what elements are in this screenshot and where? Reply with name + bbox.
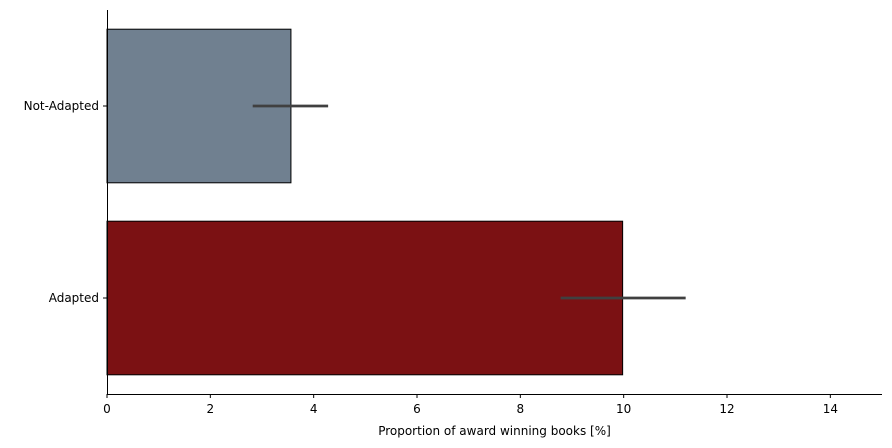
bars-group [106,28,624,376]
x-tick-label-14: 14 [823,402,838,416]
x-tick-label-2: 2 [207,402,215,416]
x-axis-label: Proportion of award winning books [%] [378,424,611,438]
x-ticks-group: 0 2 4 6 8 10 12 14 [103,394,838,416]
x-tick-label-0: 0 [103,402,111,416]
y-category-label-adapted: Adapted [49,291,99,305]
y-category-label-not-adapted: Not-Adapted [24,99,99,113]
y-categories-group: Not-Adapted Adapted [24,99,107,305]
x-tick-label-12: 12 [719,402,734,416]
x-tick-label-4: 4 [310,402,318,416]
x-tick-label-6: 6 [413,402,421,416]
x-tick-label-10: 10 [616,402,631,416]
error-bars-group [252,104,686,300]
x-tick-label-8: 8 [517,402,525,416]
bar-adapted [106,220,624,376]
